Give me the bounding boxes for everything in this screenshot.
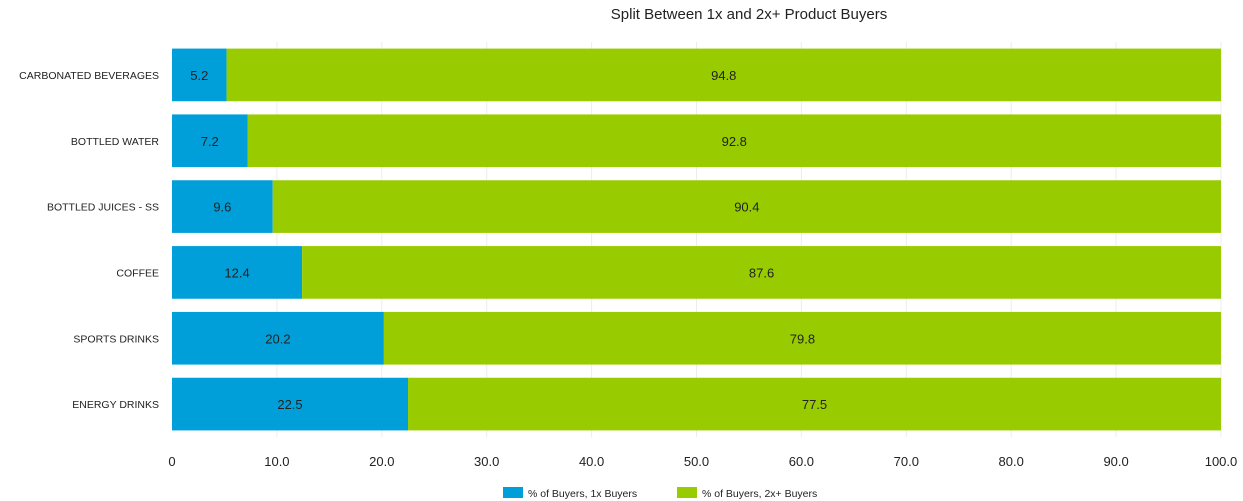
data-label: 5.2 <box>190 68 208 83</box>
x-tick-label: 0 <box>168 454 175 469</box>
legend: % of Buyers, 1x Buyers % of Buyers, 2x+ B… <box>503 487 817 500</box>
x-tick-label: 80.0 <box>999 454 1024 469</box>
category-label: ENERGY DRINKS <box>72 399 159 411</box>
bars: 5.2 94.8 7.2 92.8 9.6 90.4 12.4 87.6 20.2 79.8 22.… <box>172 48 1222 431</box>
legend-label: % of Buyers, 2x+ Buyers <box>702 488 817 500</box>
x-tick-label: 10.0 <box>264 454 289 469</box>
data-label: 20.2 <box>265 331 290 346</box>
data-label: 87.6 <box>749 265 774 280</box>
bar-segment-1x-buyers <box>172 311 384 365</box>
x-tick-label: 30.0 <box>474 454 499 469</box>
category-label: CARBONATED BEVERAGES <box>19 70 159 82</box>
data-label: 9.6 <box>213 200 231 215</box>
data-label: 94.8 <box>711 68 736 83</box>
legend-label: % of Buyers, 1x Buyers <box>528 488 637 500</box>
category-label: BOTTLED JUICES - SS <box>47 202 159 214</box>
x-tick-label: 70.0 <box>894 454 919 469</box>
data-label: 77.5 <box>802 397 827 412</box>
x-tick-label: 60.0 <box>789 454 814 469</box>
x-axis-tick-labels: 0 10.0 20.0 30.0 40.0 50.0 60.0 70.0 80.0 90.0 100… <box>168 454 1237 469</box>
x-tick-label: 90.0 <box>1103 454 1128 469</box>
gridlines <box>276 42 1222 437</box>
bar-segment-1x-buyers <box>172 180 273 233</box>
x-tick-label: 50.0 <box>684 454 709 469</box>
category-labels: CARBONATED BEVERAGES BOTTLED WATER BOTTLED… <box>19 70 159 411</box>
chart-title: Split Between 1x and 2x+ Product Buyers <box>611 6 887 23</box>
bar-segment-2x-plus-buyers <box>272 180 1222 233</box>
data-label: 7.2 <box>201 134 219 149</box>
data-label: 12.4 <box>224 265 249 280</box>
legend-swatch <box>677 487 697 498</box>
x-tick-label: 20.0 <box>369 454 394 469</box>
x-tick-label: 40.0 <box>579 454 604 469</box>
category-label: SPORTS DRINKS <box>73 333 159 345</box>
data-label: 92.8 <box>722 134 747 149</box>
data-label: 22.5 <box>277 397 302 412</box>
x-tick-label: 100.0 <box>1205 454 1238 469</box>
category-label: COFFEE <box>116 267 159 279</box>
legend-swatch <box>503 487 523 498</box>
bar-segment-1x-buyers <box>172 377 409 431</box>
bar-segment-2x-plus-buyers <box>302 246 1221 299</box>
category-label: BOTTLED WATER <box>71 136 160 148</box>
bar-segment-2x-plus-buyers <box>408 377 1221 431</box>
bar-segment-2x-plus-buyers <box>383 311 1221 365</box>
bar-segment-1x-buyers <box>172 114 248 168</box>
data-label: 90.4 <box>734 200 759 215</box>
bar-segment-2x-plus-buyers <box>247 114 1221 168</box>
bar-segment-1x-buyers <box>172 246 303 299</box>
data-label: 79.8 <box>790 331 815 346</box>
bar-segment-1x-buyers <box>172 48 227 102</box>
bar-segment-2x-plus-buyers <box>226 48 1222 102</box>
